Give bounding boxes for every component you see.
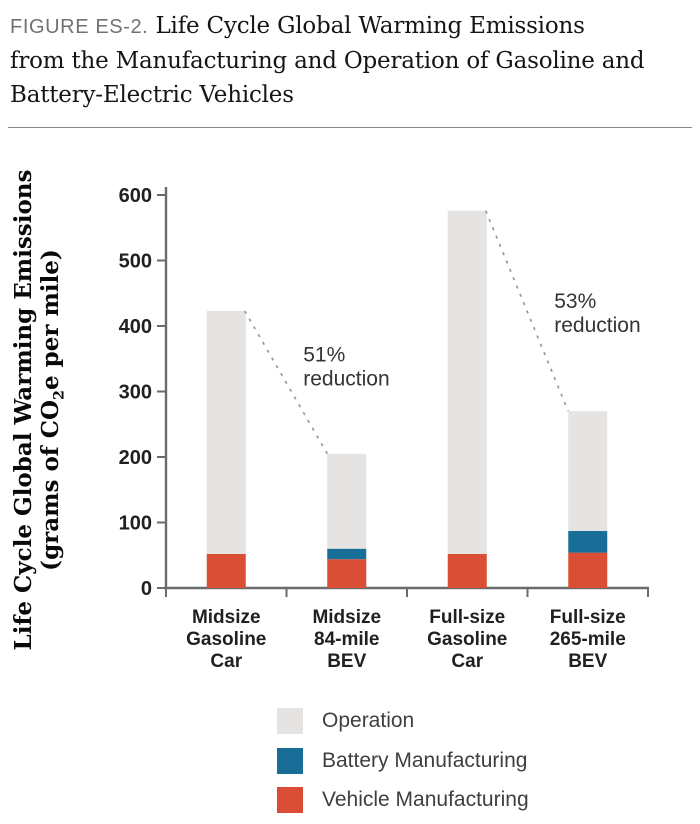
category-label-midsize-84-mile-bev: Midsize 84-mile BEV bbox=[312, 607, 381, 672]
bar-segment-full-size-265-mile-bev-battery-manufacturing bbox=[568, 531, 608, 553]
annotation-line: 53% bbox=[554, 290, 596, 313]
annotation-line: 51% bbox=[303, 344, 345, 367]
y-axis-title: Life Cycle Global Warming Emissions (gra… bbox=[10, 150, 68, 670]
category-label-line: 265-mile bbox=[550, 629, 626, 650]
bar-segment-midsize-84-mile-bev-battery-manufacturing bbox=[327, 548, 367, 560]
category-label-line: Car bbox=[451, 651, 483, 672]
legend-swatch-vehicle-manufacturing bbox=[277, 787, 303, 813]
category-label-line: Full-size bbox=[550, 607, 626, 628]
figure-title-line-2: from the Manufacturing and Operation of … bbox=[10, 48, 645, 74]
figure-title-part-1: Life Cycle Global Warming Emissions bbox=[155, 13, 585, 39]
figure-header: FIGURE ES-2. Life Cycle Global Warming E… bbox=[10, 9, 692, 112]
figure-label: FIGURE ES-2. bbox=[10, 16, 149, 38]
bar-segment-midsize-gasoline-car-operation bbox=[206, 310, 246, 554]
y-tick-label: 100 bbox=[119, 513, 152, 535]
annotation-53-reduction: 53% reduction bbox=[554, 290, 640, 337]
category-label-line: Gasoline bbox=[427, 629, 507, 650]
y-axis-title-line1: Life Cycle Global Warming Emissions bbox=[10, 169, 37, 651]
y-tick-label: 200 bbox=[119, 447, 152, 469]
legend-item-operation: Operation bbox=[277, 708, 414, 734]
annotation-51-reduction: 51% reduction bbox=[303, 344, 389, 391]
category-label-line: Midsize bbox=[312, 607, 381, 628]
bar-segment-midsize-gasoline-car-vehicle-manufacturing bbox=[206, 553, 246, 588]
bar-segment-full-size-265-mile-bev-operation bbox=[568, 411, 608, 532]
category-label-line: BEV bbox=[327, 651, 366, 672]
y-tick-label: 600 bbox=[119, 185, 152, 207]
y-tick-label: 0 bbox=[141, 578, 152, 600]
legend-label: Battery Manufacturing bbox=[322, 749, 528, 772]
legend-label: Operation bbox=[322, 709, 415, 732]
bar-segment-full-size-265-mile-bev-vehicle-manufacturing bbox=[568, 552, 608, 588]
legend-swatch-operation bbox=[277, 708, 303, 734]
bar-segment-full-size-gasoline-car-operation bbox=[447, 210, 487, 554]
bar-segment-midsize-84-mile-bev-operation bbox=[327, 453, 367, 549]
annotation-line: reduction bbox=[303, 368, 389, 391]
legend-item-vehicle-manufacturing: Vehicle Manufacturing bbox=[277, 787, 529, 813]
legend-swatch-battery-manufacturing bbox=[277, 748, 303, 774]
bar-segment-full-size-gasoline-car-vehicle-manufacturing bbox=[447, 553, 487, 588]
category-label-line: Full-size bbox=[429, 607, 505, 628]
category-label-full-size-gasoline-car: Full-size Gasoline Car bbox=[427, 607, 507, 672]
category-label-line: 84-mile bbox=[314, 629, 379, 650]
legend-item-battery-manufacturing: Battery Manufacturing bbox=[277, 748, 527, 774]
legend-label: Vehicle Manufacturing bbox=[322, 788, 529, 811]
category-label-line: Midsize bbox=[192, 607, 261, 628]
y-tick-label: 500 bbox=[119, 251, 152, 273]
bar-segment-midsize-84-mile-bev-vehicle-manufacturing bbox=[327, 559, 367, 588]
category-label-line: BEV bbox=[568, 651, 607, 672]
figure-title-line-1: FIGURE ES-2. Life Cycle Global Warming E… bbox=[10, 9, 692, 44]
reduction-dashed-line bbox=[484, 210, 570, 412]
y-tick-label: 400 bbox=[119, 316, 152, 338]
category-label-full-size-265-mile-bev: Full-size 265-mile BEV bbox=[550, 607, 626, 672]
y-axis-title-line2: (grams of CO2e per mile) bbox=[37, 249, 68, 571]
category-label-line: Gasoline bbox=[186, 629, 266, 650]
category-label-midsize-gasoline-car: Midsize Gasoline Car bbox=[186, 607, 266, 672]
header-divider bbox=[8, 127, 692, 128]
category-label-line: Car bbox=[210, 651, 242, 672]
annotation-line: reduction bbox=[554, 314, 640, 337]
co2-subscript: 2 bbox=[51, 390, 68, 400]
chart-area: Life Cycle Global Warming Emissions (gra… bbox=[0, 130, 700, 690]
figure-title-line-3: Battery-Electric Vehicles bbox=[10, 82, 294, 108]
y-tick-label: 300 bbox=[119, 382, 152, 404]
reduction-dashed-line bbox=[244, 310, 328, 455]
